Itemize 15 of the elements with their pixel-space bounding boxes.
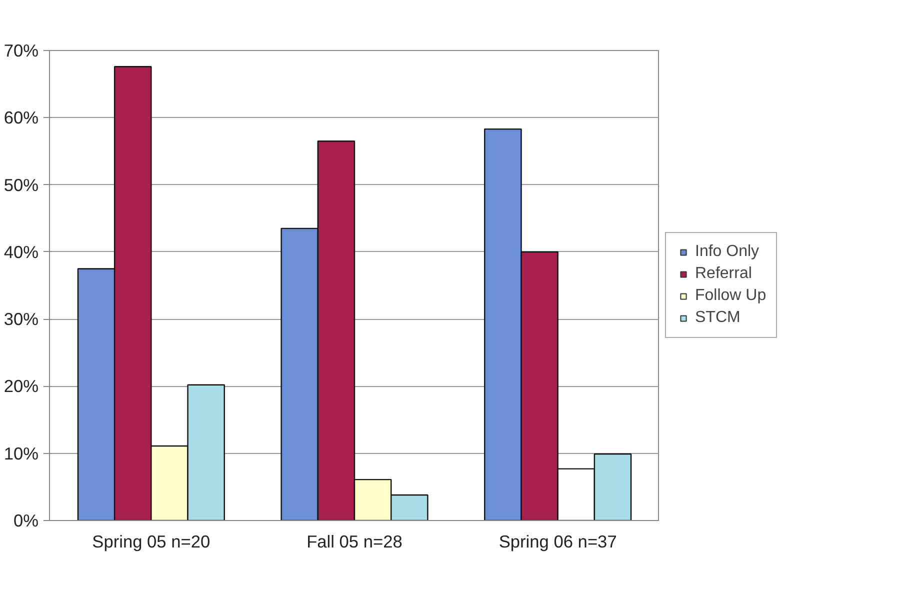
- y-tick-label: 60%: [4, 108, 39, 128]
- x-tick-label: Spring 05 n=20: [92, 532, 210, 552]
- legend-label: Referral: [695, 265, 752, 283]
- x-tick-label: Fall 05 n=28: [306, 532, 402, 552]
- y-tick-label: 70%: [4, 40, 39, 60]
- legend-label: STCM: [695, 309, 740, 327]
- legend-label: Follow Up: [695, 287, 766, 305]
- x-tick-label: Spring 06 n=37: [498, 532, 617, 552]
- y-tick-label: 0%: [13, 510, 38, 530]
- y-tick-label: 40%: [4, 242, 39, 262]
- y-tick-label: 10%: [4, 443, 39, 464]
- y-tick-label: 20%: [4, 376, 39, 396]
- y-tick-label: 50%: [4, 174, 39, 195]
- legend-label: Info Only: [695, 243, 760, 261]
- y-tick-label: 30%: [4, 309, 39, 330]
